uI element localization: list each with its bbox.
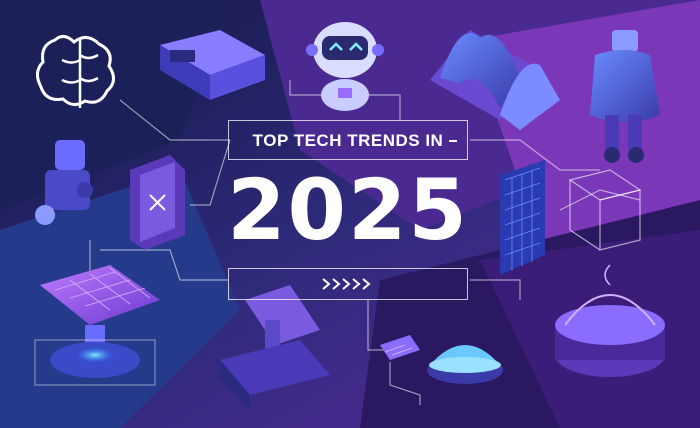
brain-icon [36,35,115,108]
circuit-chip-icon [380,335,421,405]
headline-box: TOP TECH TRENDS IN [228,120,468,160]
chevron-arrows-icon [322,278,371,290]
arrow-box [228,268,468,300]
robot-arm-icon [35,140,93,225]
drone-dome-icon [427,345,503,384]
holographic-pod-icon [555,264,665,377]
solar-panel-platform-icon [34,265,160,386]
vr-headset-icon [160,30,265,100]
headline-dash [449,140,457,142]
headline-line1: TOP TECH TRENDS IN [252,131,444,150]
humanoid-robot-icon [590,30,660,163]
solar-wave-panels-icon [430,30,560,130]
smartphone-device-icon [130,155,185,250]
robot-head-icon [306,22,384,111]
wireframe-cube-icon [568,169,642,251]
robotic-manipulator-icon [220,285,330,410]
headline-year: 2025 [227,161,469,259]
solar-panel-tower-icon [500,160,545,275]
